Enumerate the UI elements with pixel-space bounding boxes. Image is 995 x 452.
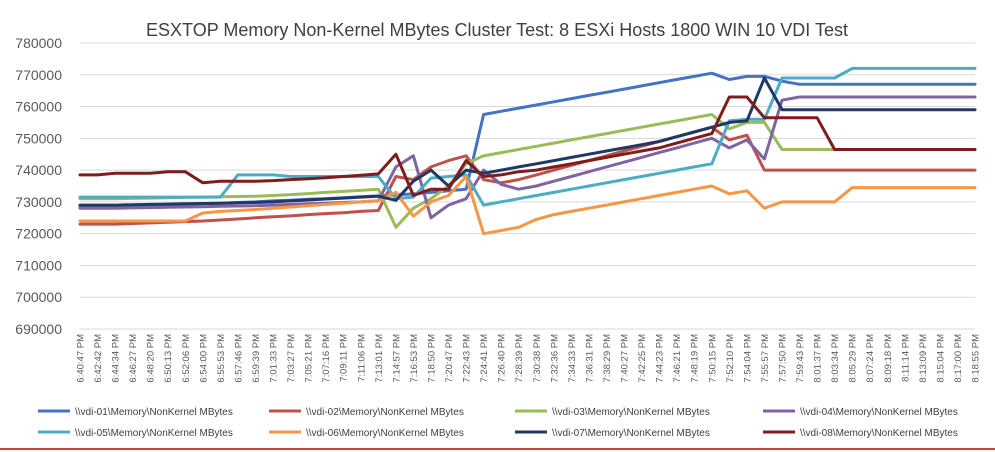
x-tick-label: 6:55:53 PM — [216, 334, 227, 383]
x-tick-label: 6:48:20 PM — [146, 334, 157, 383]
y-tick-label: 710000 — [15, 257, 62, 273]
x-tick-label: 8:03:34 PM — [830, 334, 841, 383]
x-tick-label: 7:18:50 PM — [426, 334, 437, 383]
legend-label: \\vdi-01\Memory\NonKernel MBytes — [75, 407, 233, 418]
x-tick-label: 8:01:37 PM — [813, 334, 824, 383]
x-tick-label: 6:44:34 PM — [111, 334, 122, 383]
x-tick-label: 7:59:43 PM — [795, 334, 806, 383]
x-tick-label: 6:57:46 PM — [233, 334, 244, 383]
x-tick-label: 7:14:57 PM — [391, 334, 402, 383]
y-tick-label: 690000 — [15, 321, 62, 337]
x-tick-label: 7:20:47 PM — [444, 334, 455, 383]
x-tick-label: 6:54:00 PM — [198, 334, 209, 383]
x-tick-label: 8:09:18 PM — [883, 334, 894, 383]
series-line-5 — [78, 66, 977, 207]
x-tick-label: 8:11:14 PM — [900, 334, 911, 382]
legend-label: \\vdi-03\Memory\NonKernel MBytes — [552, 407, 710, 418]
x-tick-label: 7:30:38 PM — [532, 334, 543, 383]
x-tick-label: 7:57:50 PM — [777, 334, 788, 383]
x-tick-label: 8:13:09 PM — [918, 334, 929, 383]
x-tick-label: 7:36:31 PM — [584, 334, 595, 383]
x-tick-label: 7:50:15 PM — [707, 334, 718, 383]
y-axis-ticks: 690000 700000 710000 720000 730000 740000 7500… — [15, 35, 62, 337]
series-line-4 — [78, 95, 977, 220]
x-tick-label: 6:42:42 PM — [93, 334, 104, 383]
legend-label: \\vdi-06\Memory\NonKernel MBytes — [306, 428, 464, 439]
chart-title: ESXTOP Memory Non-Kernel MBytes Cluster … — [146, 20, 848, 40]
legend-label: \\vdi-02\Memory\NonKernel MBytes — [306, 407, 464, 418]
x-tick-label: 7:26:40 PM — [497, 334, 508, 383]
series-lines — [78, 66, 977, 236]
x-tick-label: 7:03:27 PM — [286, 334, 297, 383]
legend-label: \\vdi-05\Memory\NonKernel MBytes — [75, 428, 233, 439]
x-tick-label: 7:16:53 PM — [409, 334, 420, 383]
x-tick-label: 8:18:55 PM — [971, 334, 982, 383]
x-tick-label: 7:32:36 PM — [549, 334, 560, 383]
y-tick-label: 780000 — [15, 35, 62, 51]
x-tick-label: 7:52:10 PM — [725, 334, 736, 383]
series-line-7 — [78, 76, 977, 207]
x-tick-label: 6:46:27 PM — [128, 334, 139, 383]
x-tick-label: 7:28:39 PM — [514, 334, 525, 383]
x-tick-label: 7:13:01 PM — [374, 334, 385, 383]
x-tick-label: 6:50:13 PM — [163, 334, 174, 383]
series-line-2 — [78, 125, 977, 226]
legend-label: \\vdi-07\Memory\NonKernel MBytes — [552, 428, 710, 439]
chart-title-layer: ESXTOP Memory Non-Kernel MBytes Cluster … — [146, 20, 848, 40]
x-tick-label: 7:22:43 PM — [462, 334, 473, 383]
x-tick-label: 7:46:21 PM — [672, 334, 683, 383]
x-tick-label: 7:07:16 PM — [321, 334, 332, 383]
legend: \\vdi-01\Memory\NonKernel MBytes \\vdi-02… — [38, 407, 958, 439]
x-tick-label: 7:01:33 PM — [269, 334, 280, 383]
x-tick-label: 6:40:47 PM — [76, 334, 87, 383]
x-tick-label: 8:05:29 PM — [848, 334, 859, 383]
y-tick-label: 720000 — [15, 226, 62, 242]
x-tick-label: 6:52:06 PM — [181, 334, 192, 383]
y-tick-label: 750000 — [15, 130, 62, 146]
legend-label: \\vdi-04\Memory\NonKernel MBytes — [800, 407, 958, 418]
x-tick-label: 8:07:24 PM — [865, 334, 876, 383]
y-tick-label: 740000 — [15, 162, 62, 178]
x-tick-label: 7:54:04 PM — [742, 334, 753, 383]
x-tick-label: 7:44:23 PM — [655, 334, 666, 383]
x-tick-label: 6:59:39 PM — [251, 334, 262, 383]
y-tick-label: 730000 — [15, 194, 62, 210]
x-tick-label: 8:15:04 PM — [935, 334, 946, 383]
legend-label: \\vdi-08\Memory\NonKernel MBytes — [800, 428, 958, 439]
y-tick-label: 770000 — [15, 67, 62, 83]
y-tick-label: 760000 — [15, 99, 62, 115]
x-tick-label: 7:34:33 PM — [567, 334, 578, 383]
y-tick-label: 700000 — [15, 289, 62, 305]
x-tick-label: 7:09:11 PM — [339, 334, 350, 382]
series-line-8 — [78, 95, 977, 197]
series-line-6 — [78, 175, 977, 236]
x-tick-label: 7:40:27 PM — [620, 334, 631, 383]
x-tick-label: 7:55:57 PM — [760, 334, 771, 383]
x-tick-label: 7:11:06 PM — [356, 334, 367, 382]
x-tick-label: 7:05:21 PM — [304, 334, 315, 383]
x-axis-ticks: 6:40:47 PM 6:42:42 PM 6:44:34 PM 6:46:27 PM… — [76, 334, 982, 383]
x-tick-label: 8:17:00 PM — [953, 334, 964, 383]
x-tick-label: 7:48:19 PM — [690, 334, 701, 383]
series-line-3 — [78, 113, 977, 229]
x-tick-label: 7:24:41 PM — [479, 334, 490, 383]
x-tick-label: 7:38:29 PM — [602, 334, 613, 383]
gridlines — [80, 42, 975, 330]
x-tick-label: 7:42:25 PM — [637, 334, 648, 383]
